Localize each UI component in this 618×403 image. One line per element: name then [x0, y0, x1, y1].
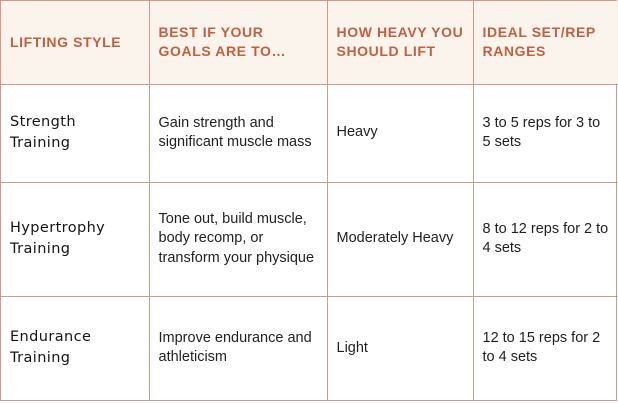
header-set-rep-ranges-label: IDEAL SET/REP RANGES [482, 24, 596, 60]
lifting-style-text: Strength Training [10, 114, 76, 151]
header-set-rep-ranges: IDEAL SET/REP RANGES [472, 1, 618, 85]
weight-cell: Heavy [326, 83, 474, 183]
header-how-heavy-label: HOW HEAVY YOU SHOULD LIFT [336, 24, 464, 60]
goals-text: Gain strength and significant muscle mas… [158, 114, 312, 151]
header-lifting-style: LIFTING STYLE [1, 1, 150, 85]
header-lifting-style-label: LIFTING STYLE [10, 33, 122, 50]
ranges-text: 8 to 12 reps for 2 to 4 sets [482, 220, 609, 257]
table-header: LIFTING STYLE BEST IF YOUR GOALS ARE TO…… [1, 1, 618, 85]
lifting-style-text: Endurance Training [10, 329, 92, 367]
lifting-style-cell: Strength Training [1, 83, 150, 183]
header-how-heavy: HOW HEAVY YOU SHOULD LIFT [326, 1, 474, 85]
table-row: Hypertrophy Training Tone out, build mus… [1, 181, 618, 297]
weight-cell: Light [326, 295, 474, 400]
header-goals: BEST IF YOUR GOALS ARE TO… [148, 1, 328, 85]
lifting-style-cell: Hypertrophy Training [1, 181, 150, 297]
table-row: Strength Training Gain strength and sign… [1, 83, 618, 183]
lifting-style-cell: Endurance Training [1, 295, 150, 400]
ranges-cell: 8 to 12 reps for 2 to 4 sets [472, 181, 618, 297]
ranges-text: 3 to 5 reps for 3 to 5 sets [482, 114, 601, 151]
table-row: Endurance Training Improve endurance and… [1, 295, 618, 400]
weight-text: Moderately Heavy [336, 230, 454, 247]
goals-cell: Improve endurance and athleticism [148, 295, 328, 400]
lifting-style-text: Hypertrophy Training [10, 220, 106, 257]
goals-cell: Tone out, build muscle, body recomp, or … [148, 181, 328, 297]
header-row: LIFTING STYLE BEST IF YOUR GOALS ARE TO…… [1, 1, 618, 85]
goals-cell: Gain strength and significant muscle mas… [148, 83, 328, 183]
weight-text: Heavy [336, 124, 378, 141]
header-goals-label: BEST IF YOUR GOALS ARE TO… [158, 24, 287, 60]
goals-text: Improve endurance and athleticism [158, 329, 312, 366]
ranges-cell: 3 to 5 reps for 3 to 5 sets [472, 83, 618, 183]
ranges-text: 12 to 15 reps for 2 to 4 sets [482, 329, 601, 366]
weight-text: Light [336, 339, 368, 356]
weight-cell: Moderately Heavy [326, 181, 474, 297]
table-body: Strength Training Gain strength and sign… [1, 83, 618, 400]
ranges-cell: 12 to 15 reps for 2 to 4 sets [472, 295, 618, 400]
goals-text: Tone out, build muscle, body recomp, or … [158, 210, 315, 266]
